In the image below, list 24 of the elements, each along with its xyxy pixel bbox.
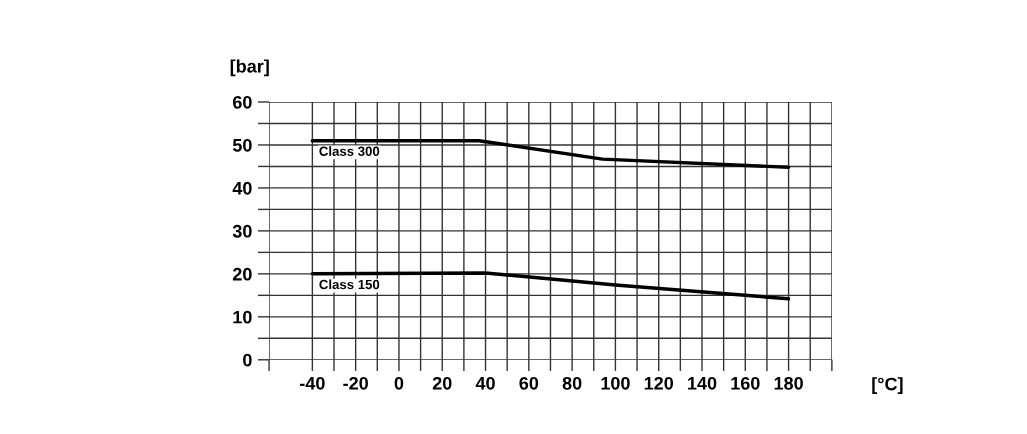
- x-tick-label: 80: [562, 376, 582, 390]
- y-tick-label: 20: [232, 267, 252, 281]
- x-tick-label: 40: [475, 376, 495, 390]
- x-tick-label: 160: [731, 376, 760, 390]
- series-label: Class 300: [319, 146, 380, 156]
- y-tick-label: 40: [232, 181, 252, 195]
- x-tick-label: 140: [688, 376, 717, 390]
- y-axis-title: [bar]: [230, 59, 269, 77]
- x-tick-label: -20: [343, 376, 368, 390]
- x-tick-label: 20: [432, 376, 452, 390]
- y-tick-label: 10: [233, 310, 252, 324]
- x-tick-label: 60: [519, 376, 539, 390]
- y-tick-label: 60: [232, 95, 252, 109]
- y-tick-label: 0: [243, 353, 252, 367]
- y-tick-label: 50: [232, 138, 252, 152]
- line-series: [310, 271, 791, 301]
- y-tick-label: 30: [232, 224, 252, 238]
- x-tick-label: 0: [394, 376, 404, 390]
- x-tick-label: 100: [601, 376, 630, 390]
- series-label: Class 150: [319, 279, 380, 290]
- x-tick-label: -40: [300, 376, 325, 390]
- x-tick-label: 180: [774, 376, 803, 390]
- x-axis-title: [°C]: [872, 377, 903, 394]
- x-tick-label: 120: [644, 376, 674, 390]
